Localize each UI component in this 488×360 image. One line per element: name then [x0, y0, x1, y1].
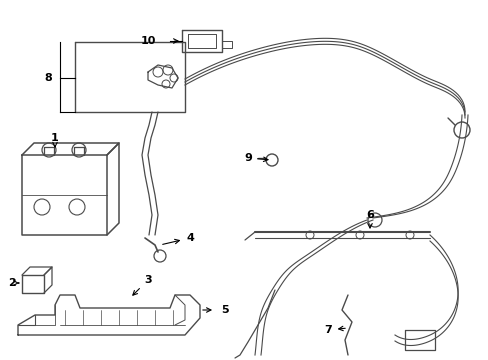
- Text: 4: 4: [163, 233, 194, 244]
- Text: 1: 1: [51, 133, 59, 147]
- Text: 10: 10: [140, 36, 155, 46]
- Text: 3: 3: [133, 275, 151, 295]
- Text: 8: 8: [44, 73, 52, 83]
- Text: 5: 5: [221, 305, 228, 315]
- Text: 2: 2: [8, 278, 16, 288]
- Text: 6: 6: [366, 210, 373, 228]
- Text: 7: 7: [324, 325, 345, 335]
- Text: 9: 9: [244, 153, 267, 163]
